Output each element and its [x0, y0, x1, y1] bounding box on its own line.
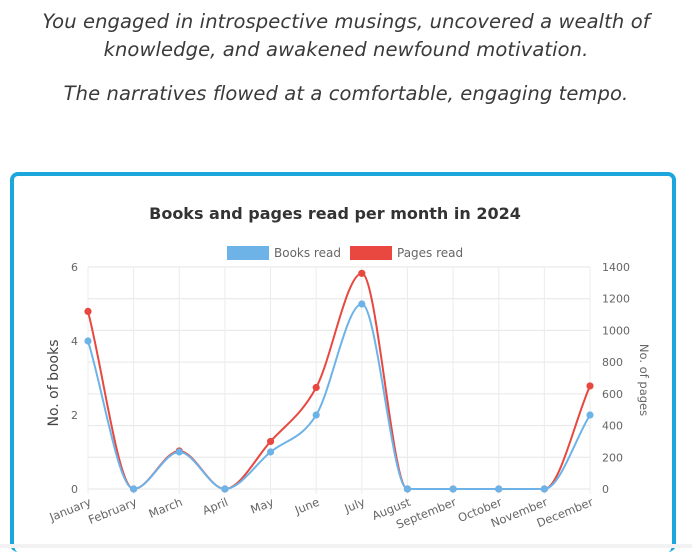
y-right-tick-label: 200 — [602, 451, 623, 464]
x-tick-label: July — [342, 495, 368, 516]
legend-swatch-pages — [350, 246, 392, 260]
data-point-books[interactable] — [266, 448, 275, 456]
data-point-books[interactable] — [312, 411, 320, 419]
y-left-axis-label: No. of books — [46, 339, 62, 426]
data-point-pages[interactable] — [586, 382, 594, 390]
data-point-pages[interactable] — [266, 437, 275, 446]
grid — [87, 266, 591, 494]
x-tick-label: February — [86, 495, 139, 527]
data-point-books[interactable] — [130, 485, 138, 493]
data-point-books[interactable] — [358, 300, 366, 308]
x-tick-label: June — [292, 495, 321, 518]
y-right-tick-label: 1200 — [602, 293, 630, 306]
intro-line-1: You engaged in introspective musings, un… — [42, 10, 650, 61]
data-point-books[interactable] — [221, 485, 229, 493]
legend-item-books[interactable]: Books read — [227, 246, 341, 260]
x-tick-label: March — [147, 495, 185, 521]
y-right-tick-label: 400 — [602, 420, 623, 433]
y-right-tick-label: 1400 — [602, 261, 630, 274]
axes: 0 200 400 600 800 1000 1200 1400 0 2 4 6 JanuaryFebr… — [47, 261, 630, 532]
data-point-books[interactable] — [540, 485, 548, 493]
intro-line-2: The narratives flowed at a comfortable, … — [63, 82, 629, 105]
data-point-books[interactable] — [403, 485, 412, 493]
data-point-books[interactable] — [175, 448, 183, 456]
intro-text: You engaged in introspective musings, un… — [0, 8, 692, 108]
footer-strip — [0, 544, 692, 548]
series-line-pages — [87, 272, 591, 491]
y-right-tick-label: 600 — [602, 388, 623, 401]
x-tick-label: April — [200, 495, 230, 518]
data-point-pages[interactable] — [84, 307, 92, 315]
y-right-axis-label: No. of pages — [637, 344, 651, 416]
series-line-books — [87, 302, 591, 491]
data-point-books[interactable] — [495, 485, 503, 493]
y-right-tick-label: 0 — [602, 483, 609, 496]
legend-swatch-books — [227, 246, 269, 260]
books-pages-chart: Books and pages read per month in 2024 B… — [46, 204, 651, 532]
x-tick-label: January — [47, 495, 94, 525]
y-left-tick-label: 0 — [71, 483, 78, 496]
data-point-books[interactable] — [586, 411, 594, 419]
data-point-pages[interactable] — [312, 383, 320, 392]
data-point-books[interactable] — [84, 337, 92, 345]
legend: Books read Pages read — [227, 246, 463, 260]
data-point-books[interactable] — [449, 485, 457, 493]
y-left-tick-label: 4 — [71, 335, 78, 348]
y-right-tick-label: 800 — [602, 356, 623, 369]
chart-card: Books and pages read per month in 2024 B… — [10, 172, 676, 552]
y-left-tick-label: 2 — [71, 409, 78, 422]
y-right-tick-label: 1000 — [602, 324, 630, 337]
y-left-tick-label: 6 — [71, 261, 78, 274]
data-point-pages[interactable] — [358, 269, 366, 277]
legend-item-pages[interactable]: Pages read — [350, 246, 463, 260]
chart-title: Books and pages read per month in 2024 — [149, 204, 521, 223]
x-tick-label: May — [248, 495, 275, 517]
legend-label-books: Books read — [274, 246, 341, 260]
legend-label-pages: Pages read — [397, 246, 463, 260]
series — [84, 269, 594, 493]
